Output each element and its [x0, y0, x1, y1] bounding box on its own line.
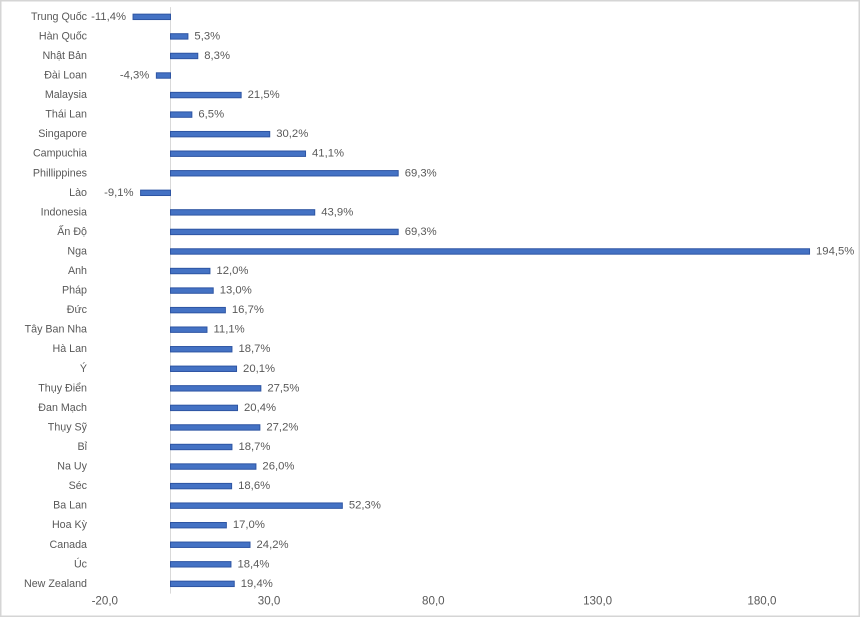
svg-text:18,4%: 18,4% [237, 558, 269, 570]
svg-text:Trung Quốc: Trung Quốc [31, 11, 88, 23]
svg-text:Lào: Lào [69, 187, 87, 199]
svg-text:16,7%: 16,7% [232, 304, 264, 316]
svg-text:Indonesia: Indonesia [41, 206, 87, 218]
svg-text:20,1%: 20,1% [243, 363, 275, 375]
svg-text:Canada: Canada [50, 539, 87, 551]
svg-text:Anh: Anh [68, 265, 87, 277]
svg-text:Hoa Kỳ: Hoa Kỳ [52, 519, 88, 531]
svg-text:69,3%: 69,3% [405, 167, 437, 179]
svg-text:8,3%: 8,3% [204, 50, 230, 62]
svg-text:27,5%: 27,5% [267, 382, 299, 394]
svg-text:13,0%: 13,0% [220, 285, 252, 297]
svg-text:21,5%: 21,5% [248, 89, 280, 101]
svg-text:43,9%: 43,9% [321, 206, 353, 218]
svg-text:Đức: Đức [67, 304, 88, 316]
svg-text:Séc: Séc [69, 480, 88, 492]
svg-text:69,3%: 69,3% [405, 226, 437, 238]
svg-text:20,4%: 20,4% [244, 402, 276, 414]
svg-text:Nhật Bản: Nhật Bản [42, 50, 87, 62]
svg-text:130,0: 130,0 [583, 595, 612, 608]
svg-text:30,2%: 30,2% [276, 128, 308, 140]
svg-text:18,7%: 18,7% [238, 441, 270, 453]
svg-text:Ý: Ý [80, 362, 87, 375]
svg-text:Campuchia: Campuchia [33, 148, 87, 160]
svg-text:Hàn Quốc: Hàn Quốc [39, 30, 88, 42]
svg-text:18,6%: 18,6% [238, 480, 270, 492]
svg-text:Úc: Úc [74, 557, 88, 570]
svg-text:5,3%: 5,3% [194, 30, 220, 42]
svg-text:Pháp: Pháp [62, 285, 87, 297]
svg-text:11,1%: 11,1% [213, 324, 244, 336]
svg-text:Malaysia: Malaysia [45, 89, 87, 101]
svg-text:180,0: 180,0 [747, 595, 776, 608]
svg-text:-20,0: -20,0 [92, 595, 118, 608]
svg-text:27,2%: 27,2% [266, 421, 298, 433]
svg-text:New Zealand: New Zealand [24, 578, 87, 590]
svg-text:-4,3%: -4,3% [120, 70, 150, 82]
svg-text:52,3%: 52,3% [349, 500, 381, 512]
svg-text:17,0%: 17,0% [233, 519, 265, 531]
svg-text:Bỉ: Bỉ [77, 441, 87, 453]
svg-text:19,4%: 19,4% [241, 578, 273, 590]
svg-text:Hà Lan: Hà Lan [53, 343, 88, 355]
svg-text:Singapore: Singapore [38, 128, 87, 140]
svg-text:Ba Lan: Ba Lan [53, 500, 87, 512]
svg-text:194,5%: 194,5% [816, 245, 854, 257]
svg-text:41,1%: 41,1% [312, 148, 344, 160]
svg-text:24,2%: 24,2% [257, 539, 289, 551]
svg-text:Na Uy: Na Uy [57, 461, 87, 473]
svg-text:Thụy Sỹ: Thụy Sỹ [48, 421, 88, 433]
svg-text:12,0%: 12,0% [216, 265, 248, 277]
svg-text:Đài Loan: Đài Loan [44, 70, 87, 82]
svg-text:Ấn Độ: Ấn Độ [57, 225, 87, 238]
svg-text:-9,1%: -9,1% [104, 187, 134, 199]
svg-text:Đan Mạch: Đan Mạch [38, 402, 87, 414]
svg-text:Thụy Điển: Thụy Điển [38, 382, 87, 394]
svg-text:Thái Lan: Thái Lan [45, 109, 87, 121]
svg-text:80,0: 80,0 [422, 595, 445, 608]
svg-text:26,0%: 26,0% [262, 461, 294, 473]
svg-text:30,0: 30,0 [258, 595, 281, 608]
svg-text:Phillippines: Phillippines [33, 167, 87, 179]
svg-text:18,7%: 18,7% [238, 343, 270, 355]
svg-text:Nga: Nga [67, 245, 87, 257]
svg-text:Tây Ban Nha: Tây Ban Nha [25, 324, 87, 336]
svg-text:-11,4%: -11,4% [91, 11, 126, 23]
svg-text:6,5%: 6,5% [198, 109, 224, 121]
